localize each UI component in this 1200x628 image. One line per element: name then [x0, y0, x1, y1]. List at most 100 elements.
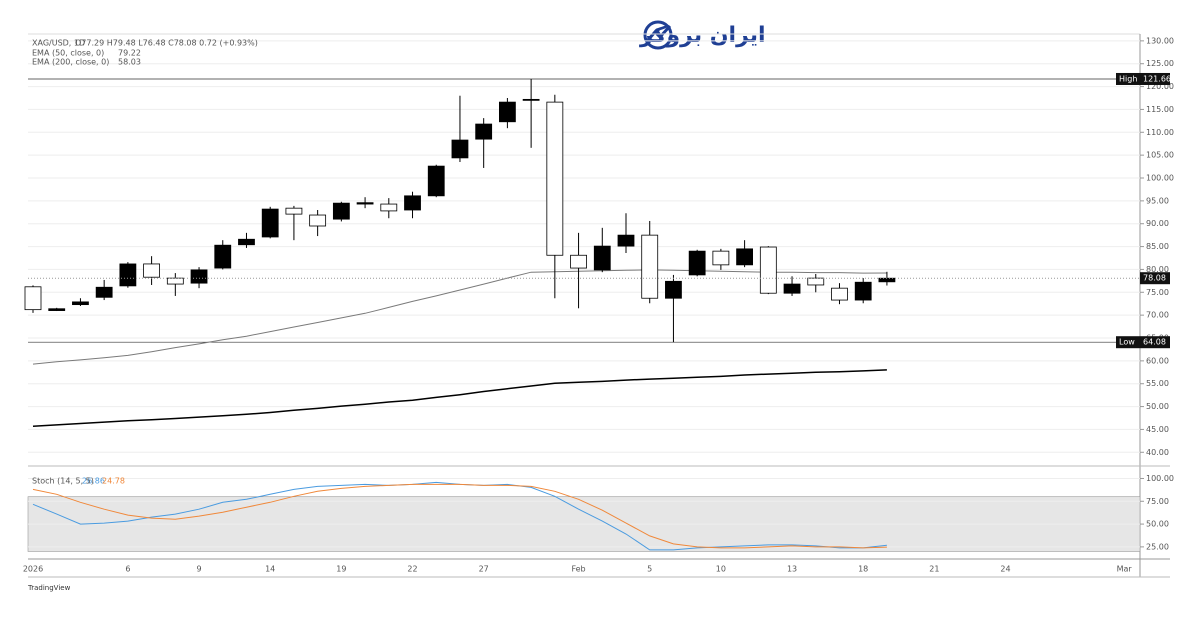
- x-tick-label: 22: [407, 565, 417, 574]
- marker-tag: [1116, 72, 1140, 85]
- candle-body: [214, 244, 232, 269]
- candle-body: [712, 250, 730, 266]
- candle-body: [427, 165, 445, 197]
- marker-label: High: [1119, 74, 1137, 83]
- candle-body: [380, 203, 398, 212]
- x-tick-label: Feb: [571, 565, 585, 574]
- x-tick-label: 13: [787, 565, 797, 574]
- candle-body: [166, 277, 184, 285]
- marker-value: 64.08: [1143, 338, 1166, 347]
- x-tick-label: 10: [716, 565, 726, 574]
- x-tick-label: 9: [196, 565, 201, 574]
- stoch-legend-value: 26.86: [82, 477, 105, 486]
- candle-body: [24, 286, 42, 311]
- candle-body: [498, 101, 516, 123]
- candle-body: [143, 263, 161, 278]
- legend-value: 58.03: [118, 58, 141, 67]
- marker-value-box: [1140, 72, 1170, 85]
- candle-body: [95, 286, 113, 298]
- stoch-title: Stoch (14, 5, 5): [32, 477, 94, 486]
- candle-body: [119, 263, 137, 287]
- candle-body: [48, 308, 66, 311]
- candle-body: [404, 195, 421, 211]
- y-tick-label: 25.00: [1146, 542, 1169, 551]
- candle-body: [854, 281, 872, 301]
- y-tick-label: 115.00: [1146, 105, 1174, 114]
- y-tick-label: 95.00: [1146, 196, 1169, 205]
- x-tick-label: 24: [1000, 565, 1010, 574]
- y-tick-label: 80.00: [1146, 265, 1169, 274]
- x-tick-label: 2026: [23, 565, 43, 574]
- logo-ring: [643, 20, 673, 50]
- candle-body: [285, 207, 303, 215]
- footer-logo: TradingView: [27, 584, 71, 592]
- candle-body: [759, 246, 777, 294]
- candle-body: [831, 287, 848, 301]
- candle-body: [190, 269, 208, 284]
- candle-body: [261, 208, 279, 238]
- candle-body: [332, 202, 350, 220]
- marker-label: Low: [1119, 338, 1135, 347]
- candle-body: [688, 250, 706, 276]
- candle-body: [807, 277, 825, 286]
- plot: 40.0045.0050.0055.0060.0065.0070.0075.00…: [23, 36, 1174, 573]
- marker-value: 121.66: [1143, 74, 1171, 83]
- x-tick-label: Mar: [1117, 565, 1133, 574]
- y-tick-label: 120.00: [1146, 82, 1174, 91]
- symbol-title: XAG/USD, 1D: [32, 39, 85, 48]
- stoch-line: [32, 483, 887, 549]
- candle-body: [356, 202, 374, 205]
- candle-body: [72, 301, 89, 306]
- y-tick-label: 55.00: [1146, 379, 1169, 388]
- y-tick-label: 100.00: [1146, 174, 1174, 183]
- y-tick-label: 130.00: [1146, 36, 1174, 45]
- candle-body: [878, 277, 896, 283]
- ema-line: [32, 369, 887, 427]
- x-tick-label: 18: [858, 565, 868, 574]
- x-tick-label: 19: [336, 565, 346, 574]
- last-price-label: 78.08: [1143, 274, 1166, 283]
- legend-name: EMA (50, close, 0): [32, 49, 104, 58]
- candle-body: [451, 139, 469, 159]
- y-tick-label: 50.00: [1146, 402, 1169, 411]
- candle-body: [309, 214, 327, 227]
- y-tick-label: 70.00: [1146, 311, 1169, 320]
- legend-value: 79.22: [118, 49, 141, 58]
- marker-value-box: [1140, 336, 1170, 349]
- y-tick-label: 125.00: [1146, 59, 1174, 68]
- candle-body: [570, 254, 587, 269]
- candle-body: [522, 98, 540, 101]
- last-price-box: [1140, 272, 1170, 285]
- candle-body: [593, 245, 611, 271]
- ema-line: [32, 269, 887, 365]
- y-tick-label: 105.00: [1146, 151, 1174, 160]
- x-tick-label: 5: [647, 565, 652, 574]
- candle-body: [736, 248, 753, 266]
- candle-body: [475, 123, 493, 140]
- y-tick-label: 85.00: [1146, 242, 1169, 251]
- x-tick-label: 27: [479, 565, 489, 574]
- y-tick-label: 75.00: [1146, 288, 1169, 297]
- y-tick-label: 100.00: [1146, 474, 1174, 483]
- candle-body: [665, 280, 682, 299]
- y-tick-label: 110.00: [1146, 128, 1174, 137]
- ohlc-header: O77.29 H79.48 L76.48 C78.08 0.72 (+0.93%…: [75, 39, 258, 48]
- brand-name: ایران بروکر: [639, 23, 766, 48]
- x-tick-label: 21: [929, 565, 939, 574]
- legend-name: EMA (200, close, 0): [32, 58, 109, 67]
- candle-body: [238, 238, 255, 246]
- y-tick-label: 60.00: [1146, 356, 1169, 365]
- y-tick-label: 40.00: [1146, 448, 1169, 457]
- y-tick-label: 45.00: [1146, 425, 1169, 434]
- y-tick-label: 90.00: [1146, 219, 1169, 228]
- candle-body: [783, 283, 801, 294]
- candle-body: [641, 234, 659, 299]
- x-tick-label: 14: [265, 565, 275, 574]
- y-tick-label: 75.00: [1146, 497, 1169, 506]
- y-tick-label: 50.00: [1146, 520, 1169, 529]
- candle-body: [546, 101, 564, 256]
- stoch-legend-value: 24.78: [102, 477, 125, 486]
- candle-body: [617, 234, 635, 247]
- x-tick-label: 6: [125, 565, 130, 574]
